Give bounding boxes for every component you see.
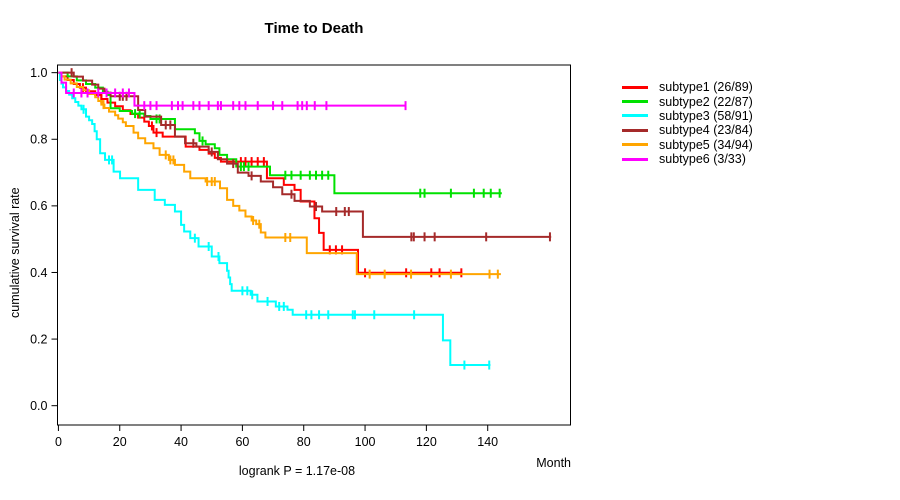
x-tick-label: 20: [113, 435, 127, 449]
legend-color-swatch: [622, 85, 648, 89]
legend-item-label: subtype3 (58/91): [659, 108, 753, 123]
legend-item-subtype1: subtype1 (26/89): [622, 80, 753, 94]
legend-item-label: subtype2 (22/87): [659, 94, 753, 109]
legend-item-subtype5: subtype5 (34/94): [622, 138, 753, 152]
survival-curve-subtype6: [58, 71, 407, 107]
y-tick-label: 1.0: [30, 66, 47, 80]
survival-curve-subtype2: [58, 71, 502, 195]
y-tick-label: 0.8: [30, 133, 47, 147]
x-tick-label: 40: [174, 435, 188, 449]
legend-item-subtype6: subtype6 (3/33): [622, 152, 753, 166]
y-tick-label: 0.0: [30, 399, 47, 413]
logrank-p-annotation: logrank P = 1.17e-08: [238, 464, 356, 478]
x-tick-label: 60: [235, 435, 249, 449]
x-tick-label: 100: [355, 435, 376, 449]
x-axis-label: Month: [536, 456, 571, 470]
legend-item-subtype3: subtype3 (58/91): [622, 109, 753, 123]
legend-item-label: subtype5 (34/94): [659, 137, 753, 152]
survival-curve-subtype1: [58, 71, 463, 274]
legend-item-label: subtype1 (26/89): [659, 80, 753, 95]
y-tick-label: 0.4: [30, 266, 47, 280]
y-axis-label: cumulative survival rate: [8, 187, 22, 318]
survival-curve-subtype4: [58, 71, 552, 238]
legend: subtype1 (26/89) subtype2 (22/87) subtype3…: [622, 80, 753, 166]
survival-curve-subtype3: [58, 71, 491, 367]
legend-color-swatch: [622, 143, 648, 147]
survival-curve-subtype5: [58, 71, 501, 276]
legend-item-subtype4: subtype4 (23/84): [622, 123, 753, 137]
legend-color-swatch: [622, 114, 648, 118]
x-tick-label: 0: [55, 435, 62, 449]
legend-color-swatch: [622, 100, 648, 104]
legend-item-label: subtype4 (23/84): [659, 123, 753, 138]
legend-item-label: subtype6 (3/33): [659, 152, 746, 167]
x-tick-label: 140: [477, 435, 498, 449]
legend-item-subtype2: subtype2 (22/87): [622, 94, 753, 109]
plot-box: [57, 64, 571, 426]
x-tick-label: 80: [297, 435, 311, 449]
y-tick-label: 0.6: [30, 199, 47, 213]
y-tick-label: 0.2: [30, 332, 47, 346]
legend-color-swatch: [622, 128, 648, 132]
legend-color-swatch: [622, 157, 648, 161]
x-tick-label: 120: [416, 435, 437, 449]
plot-title: Time to Death: [264, 20, 364, 37]
